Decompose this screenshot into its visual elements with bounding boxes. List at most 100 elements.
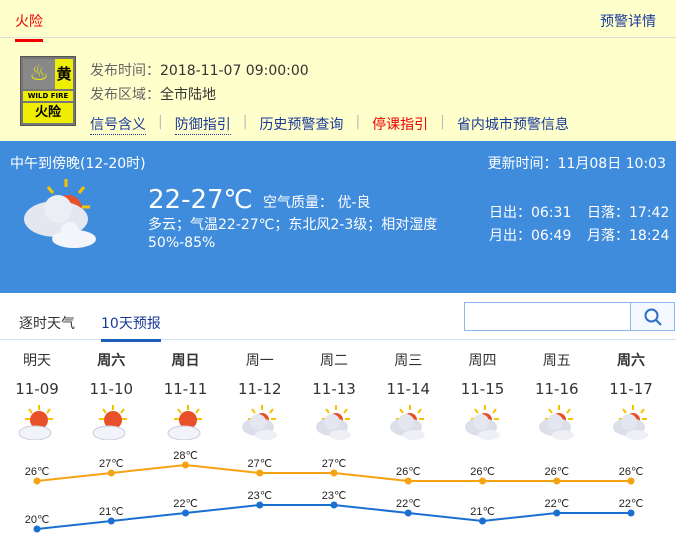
air-quality: 空气质量： 优-良 xyxy=(263,195,371,211)
sunny-cloudy-icon xyxy=(92,405,128,441)
moonrise: 月出：06:49 xyxy=(489,228,572,244)
weekday: 周六 xyxy=(97,353,126,369)
publish-time: 发布时间：2018-11-07 09:00:00 xyxy=(90,60,309,80)
lo-temp-label: 22℃ xyxy=(173,498,198,510)
cloudy-icon xyxy=(241,405,277,440)
date: 11-12 xyxy=(237,380,282,398)
sign-cn: 火险 xyxy=(23,103,73,123)
cloudy-icon xyxy=(613,405,648,440)
period: 中午到傍晚(12-20时) xyxy=(10,156,146,172)
lo-temp-point xyxy=(256,501,264,509)
tab-hourly[interactable]: 逐时天气 xyxy=(19,316,75,332)
temperature-range: 22-27℃ xyxy=(148,185,253,215)
lo-temp-label: 22℃ xyxy=(619,498,644,510)
lo-temp-label: 23℃ xyxy=(247,490,272,502)
hi-temp-point xyxy=(627,477,635,485)
hi-temp-label: 26℃ xyxy=(544,466,569,478)
hi-temp-label: 26℃ xyxy=(619,466,644,478)
lo-temp-point xyxy=(553,509,561,517)
label: 发布区域： xyxy=(90,87,160,103)
lo-temp-point xyxy=(479,517,486,525)
weekday: 明天 xyxy=(23,353,51,369)
value: 2018-11-07 09:00:00 xyxy=(160,63,309,79)
label: 发布时间： xyxy=(90,63,160,79)
flame-icon: ♨ xyxy=(23,59,55,89)
link-signal-meaning[interactable]: 信号含义 xyxy=(90,114,146,135)
weekday: 周一 xyxy=(245,353,274,369)
temperature-chart: 26℃ 27℃ 28℃ 27℃ 27℃ 26℃ 26℃ 26℃ 26℃ 20℃ 21℃ 22℃ 23℃ 2… xyxy=(25,450,644,533)
hi-temp-point xyxy=(330,469,338,477)
weather-description: 多云；气温22-27℃；东北风2-3级；相对湿度50%-85% xyxy=(148,217,438,251)
lo-temp-point xyxy=(330,501,338,509)
forecast-day: 周五 11-16 xyxy=(520,350,594,444)
cloudy-icon xyxy=(538,405,574,440)
hi-temp-point xyxy=(107,469,115,477)
search-icon xyxy=(644,308,662,326)
lo-temp-label: 22℃ xyxy=(544,498,569,510)
link-defense-guide[interactable]: 防御指引 xyxy=(174,114,231,135)
cloudy-icon xyxy=(316,405,351,440)
warning-links: 信号含义 | 防御指引 | 历史预警查询 | 停课指引 | 省内城市预警信息 xyxy=(90,114,569,135)
weekday: 周四 xyxy=(468,353,497,369)
search-box xyxy=(464,302,675,331)
lo-temp-point xyxy=(627,509,635,517)
cloudy-icon xyxy=(390,405,426,440)
hi-temp-label: 27℃ xyxy=(99,458,124,470)
hi-temp-point xyxy=(256,469,264,477)
date: 11-09 xyxy=(15,380,59,398)
partly-cloudy-icon xyxy=(24,179,96,248)
weekday: 周六 xyxy=(617,353,645,369)
search-button[interactable] xyxy=(630,303,674,330)
weekday: 周三 xyxy=(394,353,423,369)
sign-level: 黄 xyxy=(55,59,73,89)
search-input[interactable] xyxy=(465,303,625,330)
hi-temp-point xyxy=(182,461,189,469)
forecast-day: 周六 11-10 xyxy=(74,350,148,444)
sunny-cloudy-icon xyxy=(167,405,202,441)
tab-fire-risk[interactable]: 火险 xyxy=(15,11,43,42)
weekday: 周二 xyxy=(320,353,348,369)
date: 11-10 xyxy=(89,380,134,398)
forecast-day: 周一 11-12 xyxy=(223,350,297,444)
weekday: 周五 xyxy=(542,353,571,369)
lo-temp-label: 21℃ xyxy=(470,506,495,518)
hi-temp-point xyxy=(479,477,486,485)
hi-temp-point xyxy=(404,477,412,485)
link-class-suspension[interactable]: 停课指引 xyxy=(372,117,429,133)
hi-temp-label: 26℃ xyxy=(25,466,50,478)
lo-temp-label: 22℃ xyxy=(396,498,421,510)
warning-detail-link[interactable]: 预警详情 xyxy=(600,14,656,30)
warning-panel: 火险 预警详情 ♨ 黄 WILD FIRE 火险 发布时间：2018-11-07… xyxy=(0,0,676,141)
tab-10day[interactable]: 10天预报 xyxy=(101,313,161,342)
divider: | xyxy=(440,114,445,130)
sunrise: 日出：06:31 xyxy=(489,205,572,221)
fire-warning-sign-icon: ♨ 黄 WILD FIRE 火险 xyxy=(20,56,76,126)
lo-temp-label: 23℃ xyxy=(322,490,347,502)
hi-temp-label: 26℃ xyxy=(470,466,495,478)
forecast-day: 周二 11-13 xyxy=(297,350,371,444)
tab-bar: 火险 预警详情 xyxy=(0,0,676,42)
date: 11-11 xyxy=(163,380,208,398)
link-province-warnings[interactable]: 省内城市预警信息 xyxy=(456,117,569,133)
sign-en: WILD FIRE xyxy=(23,91,73,101)
lo-temp-point xyxy=(182,509,189,517)
lo-temp-point xyxy=(33,525,41,533)
update-time: 更新时间：11月08日 10:03 xyxy=(487,156,666,172)
current-weather-banner: 中午到傍晚(12-20时) 更新时间：11月08日 10:03 22-27℃ 空… xyxy=(0,141,676,293)
sunny-cloudy-icon xyxy=(18,405,53,441)
lo-temp-point xyxy=(404,509,412,517)
lo-temp-line xyxy=(36,504,631,530)
date: 11-13 xyxy=(312,380,356,398)
sunset: 日落：17:42 xyxy=(587,205,670,221)
forecast-day: 周日 11-11 xyxy=(149,350,223,444)
divider: | xyxy=(158,114,163,130)
lo-temp-point xyxy=(107,517,115,525)
lo-temp-label: 21℃ xyxy=(99,506,124,518)
hi-temp-point xyxy=(33,477,41,485)
link-history[interactable]: 历史预警查询 xyxy=(259,117,344,133)
hi-temp-label: 27℃ xyxy=(322,458,347,470)
hi-temp-point xyxy=(553,477,561,485)
date: 11-15 xyxy=(460,380,505,398)
forecast-day: 周四 11-15 xyxy=(446,350,520,444)
cloudy-icon xyxy=(464,405,500,440)
